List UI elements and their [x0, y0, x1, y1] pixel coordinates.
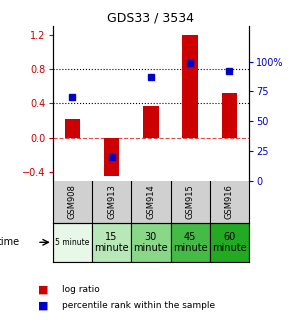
Bar — [92, 223, 131, 262]
Bar — [182, 35, 198, 138]
Bar — [143, 106, 159, 138]
Text: 5 minute: 5 minute — [55, 238, 90, 247]
Text: GSM916: GSM916 — [225, 184, 234, 219]
Text: 15
minute: 15 minute — [94, 232, 129, 253]
Text: percentile rank within the sample: percentile rank within the sample — [62, 301, 215, 310]
Bar — [53, 223, 92, 262]
Text: GSM908: GSM908 — [68, 184, 77, 219]
Title: GDS33 / 3534: GDS33 / 3534 — [108, 12, 194, 25]
Text: GSM915: GSM915 — [186, 184, 195, 219]
Text: GSM913: GSM913 — [107, 184, 116, 219]
Text: log ratio: log ratio — [62, 285, 99, 294]
Text: 30
minute: 30 minute — [134, 232, 168, 253]
Text: GSM914: GSM914 — [146, 184, 155, 219]
Bar — [131, 223, 171, 262]
Text: ■: ■ — [38, 301, 49, 311]
Bar — [171, 223, 210, 262]
Bar — [210, 223, 249, 262]
Text: ■: ■ — [38, 284, 49, 294]
Bar — [64, 119, 80, 138]
Text: 45
minute: 45 minute — [173, 232, 207, 253]
Text: time: time — [0, 237, 20, 247]
Text: 60
minute: 60 minute — [212, 232, 247, 253]
Bar — [222, 93, 237, 138]
Bar — [104, 138, 120, 176]
